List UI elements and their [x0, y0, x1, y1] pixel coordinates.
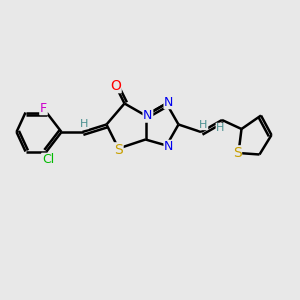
Text: H: H [216, 123, 225, 134]
Text: N: N [164, 95, 174, 109]
Text: F: F [40, 101, 47, 115]
Text: H: H [80, 118, 88, 129]
Text: N: N [143, 109, 153, 122]
Text: S: S [114, 143, 123, 157]
Text: O: O [110, 79, 121, 92]
Text: H: H [199, 119, 208, 130]
Text: S: S [232, 146, 242, 160]
Text: Cl: Cl [42, 153, 54, 167]
Text: N: N [164, 140, 174, 154]
